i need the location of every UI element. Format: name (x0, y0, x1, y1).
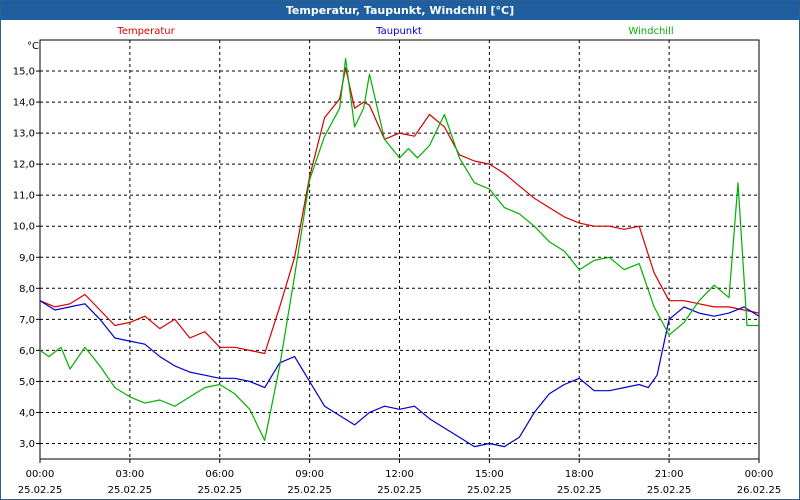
legend-entry-windchill: Windchill (628, 26, 673, 37)
series-lines (39, 57, 760, 448)
y-tick-label: 3,0 (19, 439, 35, 450)
x-tick-time-label: 18:00 (565, 469, 594, 480)
series-line-windchill (39, 57, 759, 441)
x-tick-date-label: 25.02.25 (377, 485, 422, 496)
x-tick-date-label: 25.02.25 (557, 485, 602, 496)
x-tick-date-label: 25.02.25 (287, 485, 332, 496)
x-tick-date-label: 25.02.25 (108, 485, 153, 496)
grid-lines (40, 40, 759, 459)
y-tick-label: 14,0 (13, 98, 35, 109)
x-tick-time-label: 15:00 (475, 469, 504, 480)
y-tick-label: 15,0 (13, 67, 35, 78)
x-tick-time-label: 06:00 (205, 469, 234, 480)
y-tick-label: 9,0 (19, 253, 35, 264)
x-tick-date-label: 25.02.25 (467, 485, 512, 496)
x-tick-time-label: 21:00 (655, 469, 684, 480)
y-tick-label: 4,0 (19, 408, 35, 419)
y-axis-unit-label: °C (27, 41, 39, 52)
x-tick-date-label: 26.02.25 (737, 485, 782, 496)
series-line-taupunkt (39, 300, 760, 448)
x-tick-time-label: 03:00 (115, 469, 144, 480)
y-tick-label: 7,0 (19, 315, 35, 326)
x-tick-time-label: 09:00 (295, 469, 324, 480)
y-axis-ticks: 3,0 4,0 5,0 6,0 7,0 8,0 9,0 10,0 11,0 12,0 13,0 14,… (13, 67, 40, 450)
x-tick-time-label: 00:00 (26, 469, 55, 480)
y-tick-label: 11,0 (13, 191, 35, 202)
legend-entry-temperatur: Temperatur (116, 26, 175, 37)
x-axis-ticks: 00:00 25.02.25 03:00 25.02.25 06:00 25.02.25 0… (18, 459, 782, 496)
legend: Temperatur Taupunkt Windchill (116, 26, 673, 37)
y-tick-label: 6,0 (19, 346, 35, 357)
x-tick-time-label: 00:00 (745, 469, 774, 480)
x-tick-date-label: 25.02.25 (18, 485, 63, 496)
x-tick-time-label: 12:00 (385, 469, 414, 480)
x-tick-date-label: 25.02.25 (197, 485, 242, 496)
y-tick-label: 12,0 (13, 160, 35, 171)
y-tick-label: 5,0 (19, 377, 35, 388)
legend-entry-taupunkt: Taupunkt (375, 26, 422, 37)
y-tick-label: 8,0 (19, 284, 35, 295)
y-tick-label: 10,0 (13, 222, 35, 233)
y-tick-label: 13,0 (13, 129, 35, 140)
chart-title: Temperatur, Taupunkt, Windchill [°C] (1, 1, 799, 20)
x-tick-date-label: 25.02.25 (647, 485, 692, 496)
